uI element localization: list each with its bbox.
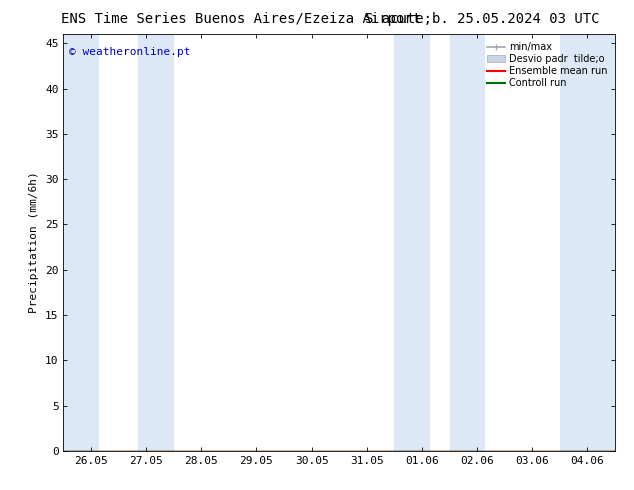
Y-axis label: Precipitation (mm/6h): Precipitation (mm/6h) xyxy=(30,172,39,314)
Text: ENS Time Series Buenos Aires/Ezeiza Airport: ENS Time Series Buenos Aires/Ezeiza Airp… xyxy=(61,12,421,26)
Bar xyxy=(138,34,174,451)
Legend: min/max, Desvio padr  tilde;o, Ensemble mean run, Controll run: min/max, Desvio padr tilde;o, Ensemble m… xyxy=(484,39,610,91)
Bar xyxy=(394,34,430,451)
Bar xyxy=(560,34,615,451)
Text: S acute;b. 25.05.2024 03 UTC: S acute;b. 25.05.2024 03 UTC xyxy=(365,12,599,26)
Text: © weatheronline.pt: © weatheronline.pt xyxy=(69,47,190,57)
Bar xyxy=(450,34,486,451)
Bar xyxy=(63,34,100,451)
